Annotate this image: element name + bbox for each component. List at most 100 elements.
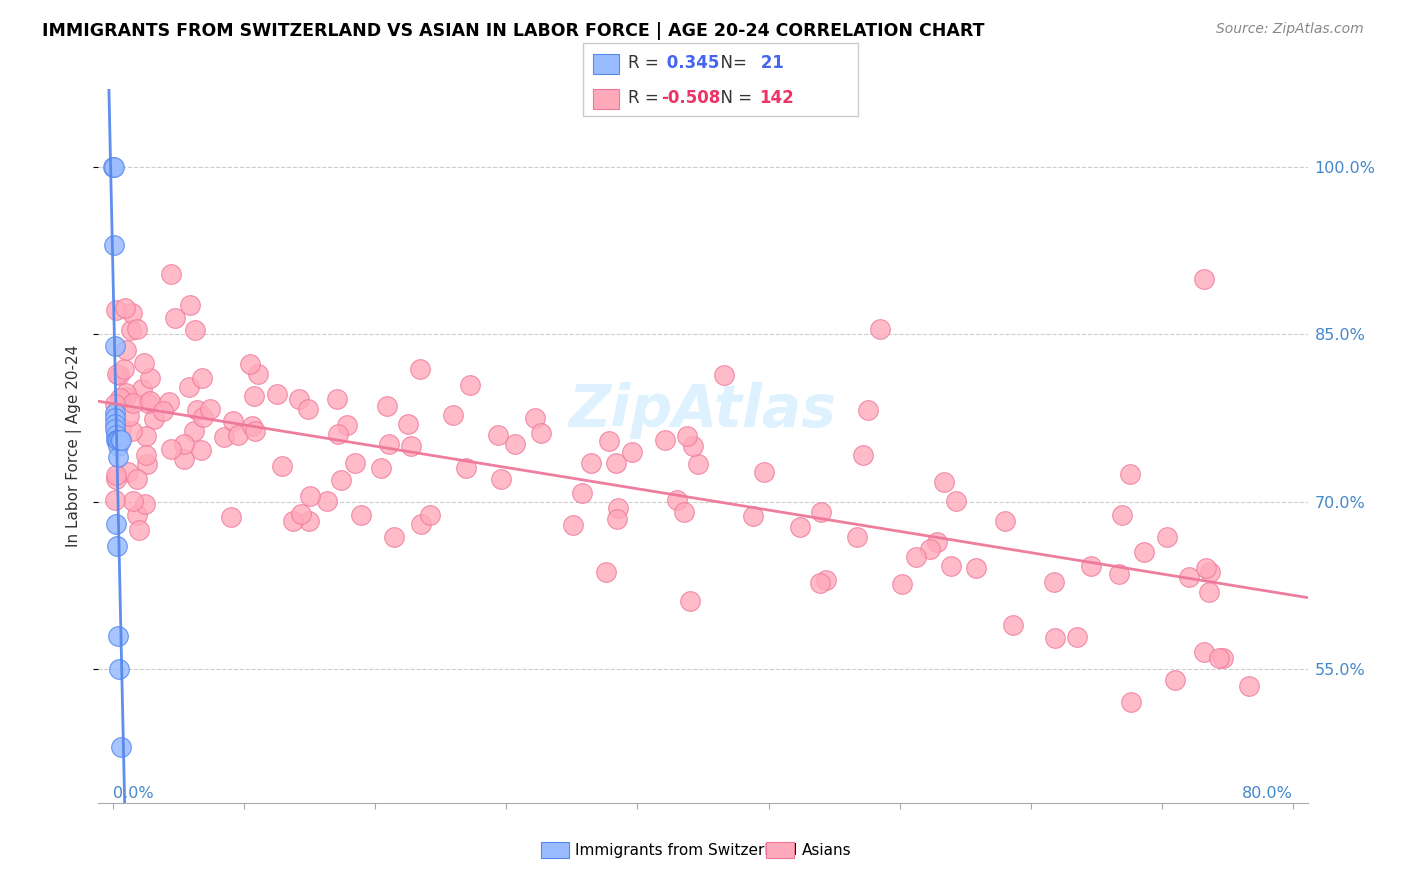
Point	[134, 356, 156, 370]
Text: 0.345: 0.345	[661, 54, 720, 72]
Point	[243, 389, 266, 403]
Point	[852, 448, 875, 462]
Point	[104, 397, 127, 411]
Point	[104, 338, 127, 352]
Point	[298, 514, 321, 528]
Point	[247, 367, 270, 381]
Point	[1133, 544, 1156, 558]
Point	[105, 367, 128, 381]
Point	[118, 409, 141, 423]
Point	[399, 438, 422, 452]
Point	[377, 437, 399, 451]
Point	[107, 439, 129, 453]
Text: Immigrants from Switzerland: Immigrants from Switzerland	[575, 843, 797, 857]
Point	[297, 402, 319, 417]
Point	[945, 494, 967, 508]
Point	[121, 396, 143, 410]
Point	[190, 442, 212, 457]
Point	[965, 560, 987, 574]
Point	[240, 419, 263, 434]
Point	[105, 427, 128, 442]
Point	[127, 508, 149, 523]
Text: R =: R =	[628, 89, 665, 107]
Point	[105, 472, 128, 486]
Point	[1198, 585, 1220, 599]
Point	[336, 418, 359, 433]
Point	[1208, 651, 1230, 665]
Point	[104, 411, 127, 425]
Point	[183, 424, 205, 438]
Point	[932, 475, 955, 490]
Point	[121, 306, 143, 320]
Point	[316, 494, 339, 508]
Point	[845, 530, 868, 544]
Point	[105, 434, 128, 448]
Point	[679, 594, 702, 608]
Point	[163, 310, 186, 325]
Point	[1066, 630, 1088, 644]
Point	[789, 520, 811, 534]
Text: 142: 142	[759, 89, 794, 107]
Point	[607, 500, 630, 515]
Point	[184, 323, 207, 337]
Point	[939, 558, 962, 573]
Point	[1195, 561, 1218, 575]
Point	[350, 508, 373, 523]
Point	[152, 404, 174, 418]
Point	[136, 396, 159, 410]
Point	[117, 466, 139, 480]
Point	[605, 456, 627, 470]
Point	[120, 323, 142, 337]
Point	[458, 377, 481, 392]
Point	[135, 457, 157, 471]
Point	[128, 524, 150, 538]
Point	[994, 514, 1017, 528]
Point	[283, 515, 305, 529]
Point	[1119, 467, 1142, 481]
Point	[1212, 651, 1234, 665]
Point	[1164, 673, 1187, 687]
Point	[131, 382, 153, 396]
Point	[869, 322, 891, 336]
Point	[173, 437, 195, 451]
Point	[104, 422, 127, 436]
Point	[489, 472, 512, 486]
Point	[419, 508, 441, 523]
Point	[1111, 508, 1133, 522]
Point	[107, 450, 129, 464]
Point	[142, 412, 165, 426]
Point	[198, 401, 221, 416]
Point	[329, 473, 352, 487]
Point	[562, 517, 585, 532]
Point	[108, 434, 131, 448]
Point	[127, 472, 149, 486]
Point	[110, 740, 132, 755]
Point	[138, 393, 160, 408]
Point	[441, 408, 464, 422]
Point	[134, 497, 156, 511]
Point	[530, 426, 553, 441]
Point	[595, 565, 617, 579]
Point	[104, 417, 127, 431]
Point	[598, 434, 620, 449]
Point	[179, 380, 201, 394]
Point	[523, 411, 546, 425]
Point	[193, 409, 215, 424]
Point	[675, 429, 697, 443]
Point	[1177, 570, 1199, 584]
Point	[186, 403, 208, 417]
Point	[191, 370, 214, 384]
Point	[1108, 566, 1130, 581]
Point	[396, 417, 419, 431]
Point	[927, 535, 949, 549]
Point	[810, 505, 832, 519]
Point	[328, 427, 350, 442]
Point	[375, 399, 398, 413]
Point	[110, 421, 132, 435]
Point	[1237, 679, 1260, 693]
Point	[409, 361, 432, 376]
Point	[219, 509, 242, 524]
Point	[856, 403, 879, 417]
Point	[108, 391, 131, 405]
Text: IMMIGRANTS FROM SWITZERLAND VS ASIAN IN LABOR FORCE | AGE 20-24 CORRELATION CHAR: IMMIGRANTS FROM SWITZERLAND VS ASIAN IN …	[42, 22, 984, 40]
